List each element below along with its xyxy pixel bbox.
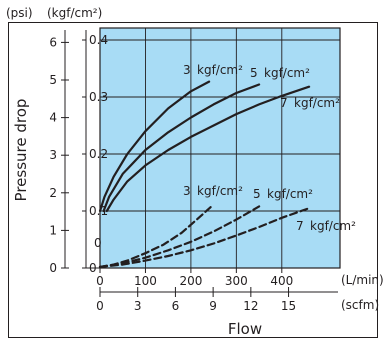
series-label-5-value: 5 <box>253 187 261 201</box>
axes <box>61 30 338 297</box>
series-label-2-value: 5 <box>250 66 258 80</box>
psi-tick-label: 3 <box>49 148 57 162</box>
outer-frame <box>8 22 378 338</box>
kgf-tick-label: 0.3 <box>89 90 108 104</box>
series-label-4-value: 3 <box>183 184 191 198</box>
scfm-unit-label: (scfm) <box>341 298 379 312</box>
scfm-tick-label: 0 <box>96 299 104 313</box>
series-line-1 <box>98 80 211 213</box>
series-line-6 <box>98 207 311 268</box>
kgf-tick-label: 0.1 <box>89 204 108 218</box>
psi-tick-label: 6 <box>49 35 57 49</box>
y-axis-title: Pressure drop <box>12 99 30 202</box>
series-label-6-unit: kgf/cm² <box>310 219 356 233</box>
series-line-3 <box>105 85 311 213</box>
psi-tick-label: 0 <box>49 261 57 275</box>
zero-annotation: 0 <box>94 236 102 250</box>
scfm-tick-label: 6 <box>172 299 180 313</box>
series-line-5 <box>98 205 261 268</box>
kgf-tick-label: 0.2 <box>89 147 108 161</box>
scfm-tick-label: 9 <box>209 299 217 313</box>
psi-tick-label: 1 <box>49 223 57 237</box>
lmin-tick-label: 400 <box>270 274 293 288</box>
lmin-tick-label: 100 <box>134 274 157 288</box>
series-label-3-unit: kgf/cm² <box>294 96 340 110</box>
lmin-tick-label: 300 <box>225 274 248 288</box>
series-label-6-value: 7 <box>296 219 304 233</box>
kgf-tick-label: 0 <box>89 261 97 275</box>
series-label-3-value: 7 <box>280 96 288 110</box>
series-layer <box>98 80 311 268</box>
series-label-1-value: 3 <box>183 63 191 77</box>
scfm-tick-label: 15 <box>281 299 296 313</box>
series-label-2-unit: kgf/cm² <box>264 66 310 80</box>
series-label-5-unit: kgf/cm² <box>267 187 313 201</box>
series-line-2 <box>102 83 261 213</box>
lmin-tick-label: 0 <box>96 274 104 288</box>
psi-tick-label: 5 <box>49 73 57 87</box>
psi-unit-label: (psi) <box>6 6 33 20</box>
kgf-tick-label: 0.4 <box>89 33 108 47</box>
lmin-tick-label: 200 <box>179 274 202 288</box>
scfm-tick-label: 3 <box>134 299 142 313</box>
series-label-4-unit: kgf/cm² <box>197 184 243 198</box>
psi-tick-label: 2 <box>49 186 57 200</box>
x-axis-title: Flow <box>228 320 262 338</box>
psi-tick-label: 4 <box>49 111 57 125</box>
kgf-unit-label: (kgf/cm²) <box>47 6 102 20</box>
lmin-unit-label: (L/min) <box>341 273 384 287</box>
scfm-tick-label: 12 <box>243 299 258 313</box>
series-label-1-unit: kgf/cm² <box>197 63 243 77</box>
